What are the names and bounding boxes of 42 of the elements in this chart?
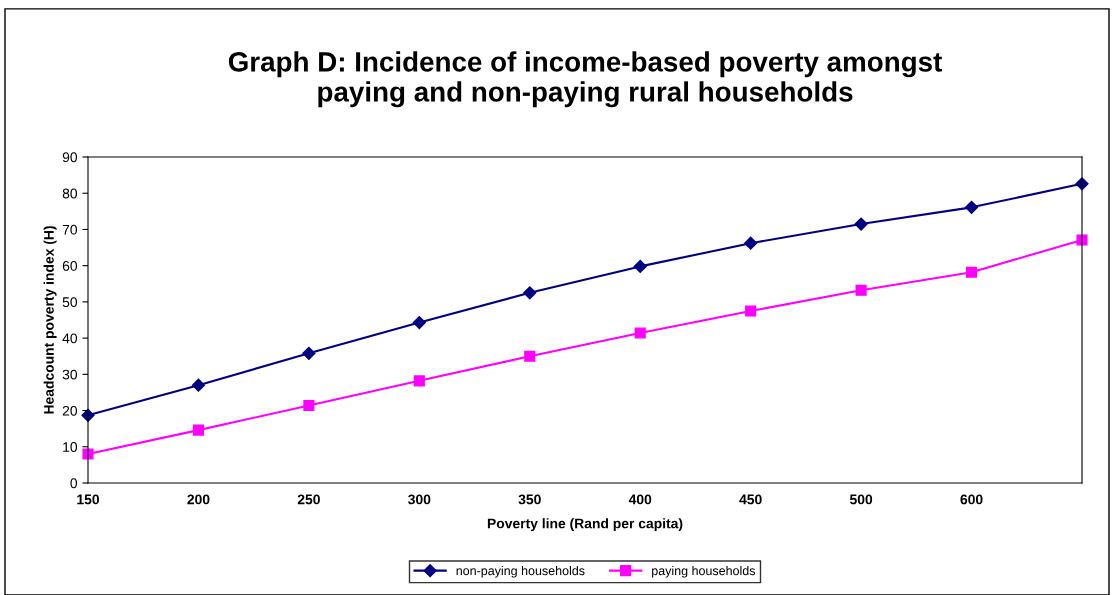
y-tick-label: 90	[62, 152, 78, 163]
point	[413, 375, 425, 387]
x-tick-label: 450	[739, 494, 762, 505]
x-tick-label: 300	[408, 494, 431, 505]
y-tick-label: 60	[62, 261, 78, 271]
point	[965, 266, 978, 278]
legend-label: paying households	[652, 565, 756, 578]
x-tick-label: 200	[187, 494, 210, 505]
point	[1076, 234, 1088, 246]
y-tick-label: 50	[62, 297, 78, 308]
y-tick-label: 0	[70, 478, 78, 489]
point	[633, 259, 647, 273]
x-axis-title: Poverty line (Rand per capita)	[487, 518, 683, 532]
y-tick-label: 30	[62, 369, 78, 380]
y-tick-label: 80	[62, 188, 78, 199]
point	[82, 448, 94, 460]
point	[412, 315, 426, 330]
point	[744, 236, 758, 250]
point	[745, 305, 757, 317]
y-tick-label: 70	[62, 224, 78, 235]
x-tick-label: 500	[849, 494, 873, 505]
y-axis-title: Headcount poverty index (H)	[43, 226, 57, 414]
point	[302, 346, 316, 360]
y-tick-label: 40	[62, 333, 78, 344]
y-tick-label: 10	[63, 442, 78, 452]
x-tick-label: 400	[628, 494, 652, 505]
legend-label: non-paying households	[456, 565, 585, 578]
point	[634, 327, 646, 339]
point	[191, 378, 206, 392]
point	[855, 284, 867, 296]
x-tick-label: 250	[297, 494, 320, 505]
x-tick-label: 150	[77, 494, 100, 505]
point	[524, 350, 536, 362]
chart-title: Graph D: Incidence of income-based poverty amongst paying and non-paying rural households	[228, 51, 943, 108]
point	[303, 399, 315, 412]
point	[523, 286, 537, 300]
x-tick-label: 350	[518, 494, 541, 505]
y-tick-label: 20	[62, 405, 78, 416]
point	[854, 217, 868, 231]
x-tick-label: 600	[960, 494, 983, 505]
point	[964, 200, 979, 214]
point	[192, 424, 205, 436]
